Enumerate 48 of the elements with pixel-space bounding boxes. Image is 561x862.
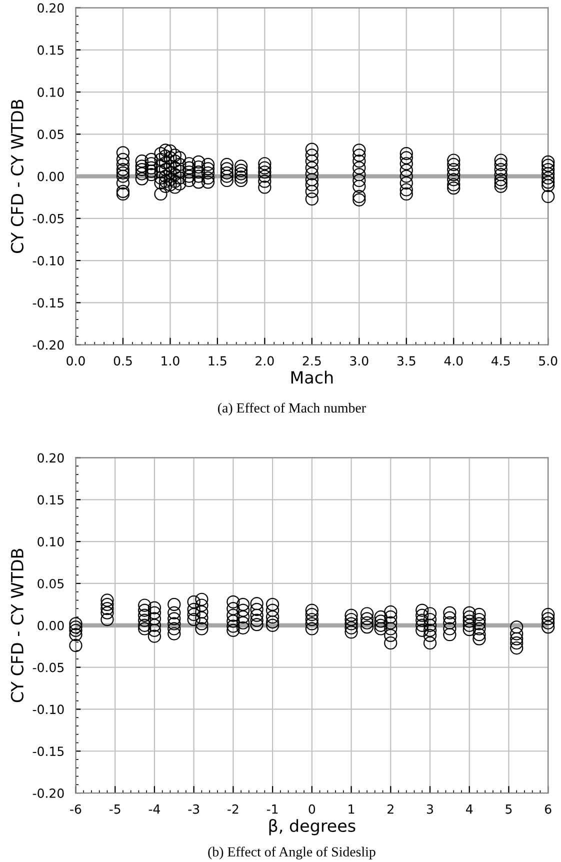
x-tick-label: 6: [544, 804, 552, 814]
y-tick-label: 0.00: [38, 172, 64, 182]
y-tick-label: 0.10: [38, 87, 64, 97]
x-axis-title: β, degrees: [269, 819, 356, 836]
x-tick-label: 4.5: [492, 356, 510, 366]
x-tick-label: 1: [348, 804, 354, 814]
y-tick-label: -0.15: [32, 746, 64, 756]
x-axis-title: Mach: [291, 370, 333, 384]
y-tick-label: 0.10: [38, 537, 64, 546]
x-tick-label: -1: [266, 804, 278, 814]
y-tick-label: -0.10: [32, 256, 64, 266]
x-tick-label: 2: [388, 804, 394, 814]
x-tick-label: -4: [148, 804, 160, 814]
x-tick-label: -6: [70, 804, 82, 814]
y-tick-label: 0.15: [38, 495, 64, 505]
x-tick-label: 3: [426, 804, 433, 814]
x-tick-label: 1.0: [162, 356, 180, 366]
x-tick-label: 4: [466, 804, 473, 814]
y-tick-label: -0.05: [32, 662, 64, 672]
x-tick-label: 1.5: [208, 356, 226, 366]
y-axis-title: CY CFD - CY WTDB: [10, 100, 24, 253]
y-tick-label: -0.20: [32, 340, 64, 350]
y-tick-label: -0.10: [32, 704, 64, 714]
y-tick-label: -0.20: [32, 788, 64, 798]
x-tick-label: 0.0: [66, 356, 85, 366]
y-tick-label: 0.00: [38, 620, 64, 630]
x-tick-label: 5: [506, 804, 512, 814]
x-tick-label: 2.5: [302, 356, 321, 366]
text: (b) Effect of Angle of Sideslip: [208, 846, 376, 860]
x-tick-label: -5: [109, 804, 120, 814]
x-tick-label: 4.0: [444, 356, 463, 366]
y-tick-label: 0.20: [38, 3, 64, 13]
x-tick-label: 0.5: [114, 356, 132, 366]
y-tick-label: 0.20: [38, 453, 64, 463]
x-tick-label: 3.0: [350, 356, 368, 366]
y-axis-title: CY CFD - CY WTDB: [10, 548, 24, 702]
y-tick-label: 0.05: [38, 130, 64, 140]
x-tick-label: -2: [228, 804, 238, 814]
y-tick-label: -0.15: [32, 298, 64, 308]
x-tick-label: 0: [308, 804, 316, 814]
y-tick-label: 0.15: [38, 45, 64, 55]
x-tick-label: -3: [188, 804, 200, 814]
y-tick-label: 0.05: [38, 578, 64, 588]
text: (a) Effect of Mach number: [218, 402, 366, 416]
x-tick-label: 5.0: [539, 356, 558, 366]
x-tick-label: 3.5: [397, 356, 416, 366]
x-tick-label: 2.0: [256, 356, 274, 366]
y-tick-label: -0.05: [32, 214, 64, 224]
